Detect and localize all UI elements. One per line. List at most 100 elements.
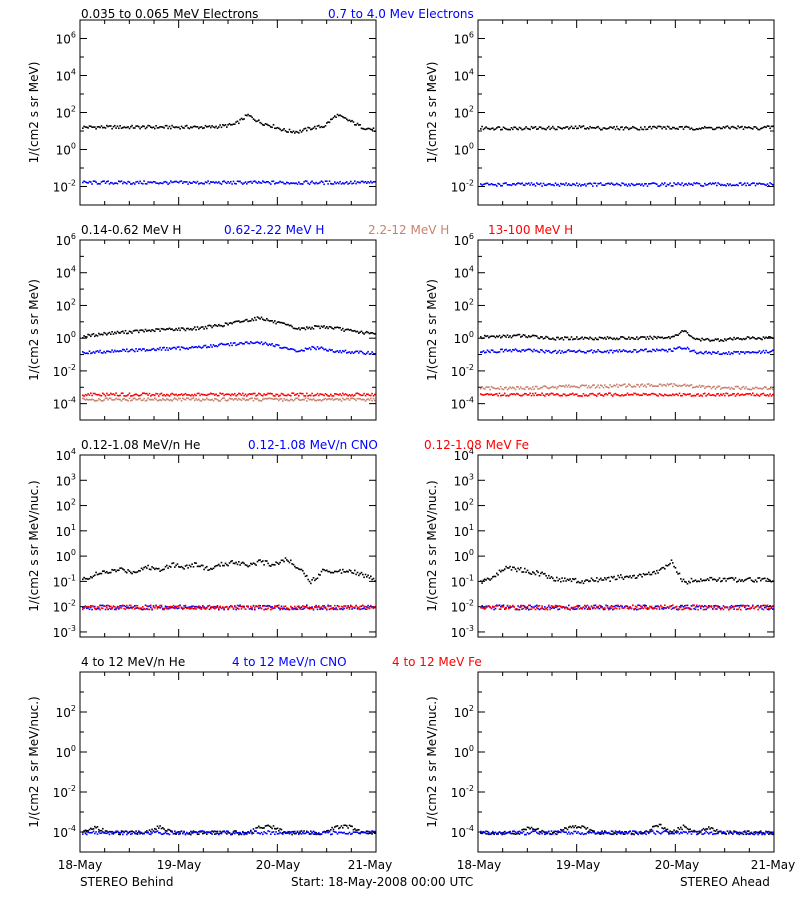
data-point bbox=[295, 394, 297, 396]
data-point bbox=[711, 577, 713, 579]
data-point bbox=[485, 393, 487, 395]
data-point bbox=[326, 180, 328, 182]
data-point bbox=[335, 183, 337, 185]
data-point bbox=[765, 185, 767, 187]
data-point bbox=[772, 389, 774, 391]
data-point bbox=[207, 399, 209, 401]
data-point bbox=[343, 832, 345, 834]
data-point bbox=[169, 608, 171, 610]
data-point bbox=[371, 830, 373, 832]
data-point bbox=[501, 395, 503, 397]
data-point bbox=[315, 394, 317, 396]
data-point bbox=[503, 606, 505, 608]
data-point bbox=[581, 384, 583, 386]
data-point bbox=[645, 608, 647, 610]
data-point bbox=[251, 397, 253, 399]
data-point bbox=[225, 124, 227, 126]
data-point bbox=[573, 350, 575, 352]
data-point bbox=[697, 129, 699, 131]
data-point bbox=[511, 127, 513, 129]
y-axis-title: 1/(cm2 s sr MeV) bbox=[27, 62, 41, 164]
data-point bbox=[601, 385, 603, 387]
data-point bbox=[237, 605, 239, 607]
data-point bbox=[187, 348, 189, 350]
data-point bbox=[653, 336, 655, 338]
data-point bbox=[721, 353, 723, 355]
data-point bbox=[727, 606, 729, 608]
data-point bbox=[609, 183, 611, 185]
y-tick-exponent: 0 bbox=[71, 330, 76, 339]
data-point bbox=[226, 126, 228, 128]
legend-label: 0.62-2.22 MeV H bbox=[224, 223, 324, 237]
data-point bbox=[167, 606, 169, 608]
data-point bbox=[520, 567, 522, 569]
data-point bbox=[362, 574, 364, 576]
data-point bbox=[91, 334, 93, 336]
data-point bbox=[347, 606, 349, 608]
data-point bbox=[553, 185, 555, 187]
data-point bbox=[255, 182, 257, 184]
data-point bbox=[159, 347, 161, 349]
data-point bbox=[553, 387, 555, 389]
data-point bbox=[261, 608, 263, 610]
data-point bbox=[693, 129, 695, 131]
data-point bbox=[83, 395, 85, 397]
data-point bbox=[581, 336, 583, 338]
data-point bbox=[137, 832, 139, 834]
data-point bbox=[227, 343, 229, 345]
data-point bbox=[695, 579, 697, 581]
y-tick-exponent: 6 bbox=[469, 232, 474, 241]
data-point bbox=[235, 832, 237, 834]
data-point bbox=[227, 565, 229, 567]
data-point bbox=[357, 123, 359, 125]
data-point bbox=[351, 833, 353, 835]
data-point bbox=[319, 127, 321, 129]
data-point bbox=[373, 578, 375, 580]
data-point bbox=[283, 561, 285, 563]
data-point bbox=[509, 605, 511, 607]
data-point bbox=[541, 128, 543, 130]
data-point bbox=[481, 582, 483, 584]
data-point bbox=[151, 127, 153, 129]
series-0 bbox=[82, 316, 376, 339]
data-point bbox=[254, 317, 256, 319]
data-point bbox=[671, 383, 673, 385]
data-point bbox=[299, 831, 301, 833]
data-point bbox=[497, 351, 499, 353]
data-point bbox=[637, 394, 639, 396]
data-point bbox=[242, 832, 244, 834]
data-point bbox=[171, 125, 173, 127]
data-point bbox=[665, 337, 667, 339]
data-point bbox=[115, 351, 117, 353]
data-point bbox=[177, 329, 179, 331]
data-point bbox=[166, 608, 168, 610]
data-point bbox=[571, 126, 573, 128]
data-point bbox=[306, 604, 308, 606]
data-point bbox=[557, 609, 559, 611]
data-point bbox=[537, 394, 539, 396]
x-tick-label: 19-May bbox=[556, 858, 600, 872]
data-point bbox=[772, 394, 774, 396]
data-point bbox=[298, 834, 300, 836]
data-point bbox=[167, 829, 169, 831]
data-point bbox=[725, 352, 727, 354]
data-point bbox=[201, 400, 203, 402]
data-point bbox=[604, 607, 606, 609]
data-point bbox=[261, 400, 263, 402]
legend-row-1: 0.035 to 0.065 MeV Electrons 0.7 to 4.0 … bbox=[81, 7, 474, 21]
data-point bbox=[221, 183, 223, 185]
data-point bbox=[237, 564, 239, 566]
data-point bbox=[171, 393, 173, 395]
data-point bbox=[87, 353, 89, 355]
data-point bbox=[177, 399, 179, 401]
data-point bbox=[561, 386, 563, 388]
data-point bbox=[744, 388, 746, 390]
data-point bbox=[648, 338, 650, 340]
data-point bbox=[145, 329, 147, 331]
data-point bbox=[547, 393, 549, 395]
data-point bbox=[681, 581, 683, 583]
data-point bbox=[105, 182, 107, 184]
data-point bbox=[689, 385, 691, 387]
